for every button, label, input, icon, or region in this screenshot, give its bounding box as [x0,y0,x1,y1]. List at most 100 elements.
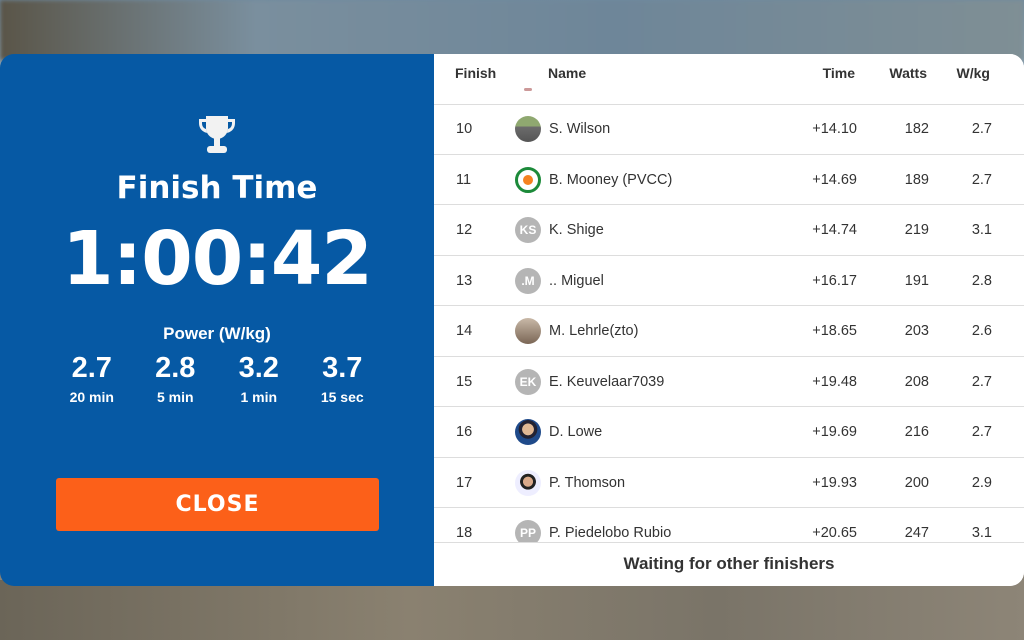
time-gap: +16.17 [812,272,857,289]
avatar-initials: KS [519,223,537,237]
rider-name[interactable]: S. Wilson [549,121,611,137]
power-title: Power (W/kg) [163,324,271,343]
avatar-dot [523,174,533,185]
power-value: 3.2 [238,352,279,384]
watts: 191 [904,272,929,289]
finish-position: 16 [456,424,473,440]
power-duration: 1 min [240,389,278,405]
rider-name[interactable]: D. Lowe [549,424,603,440]
watts: 216 [904,424,929,440]
finish-position: 13 [456,272,473,289]
power-duration: 5 min [156,389,194,405]
rider-name[interactable]: B. Mooney (PVCC) [549,171,673,188]
table-row[interactable]: 14 M. Lehrle(zto) +18.65 203 2.6 [434,306,1024,357]
header-time: Time [822,65,855,81]
power-duration: 20 min [69,389,114,405]
finish-time-title: Finish Time [116,170,318,206]
table-row[interactable]: 16 D. Lowe +19.69 216 2.7 [434,407,1024,458]
results-table: Finish Name Time Watts W/kg 10 S. Wilson +… [434,54,1024,586]
power-value: 2.8 [155,352,196,384]
background-ground [0,580,1024,640]
power-stat: 2.8 5 min [134,352,218,405]
wkg: 2.7 [971,373,992,390]
avatar: PP [515,520,541,542]
time-gap: +14.74 [812,222,857,238]
avatar: KS [515,217,541,243]
wkg: 2.7 [971,171,992,188]
background-scenery [0,0,1024,60]
results-list[interactable]: 10 S. Wilson +14.10 182 2.7 11 B. Mooney (PVCC… [434,104,1024,542]
header-name: Name [548,65,587,81]
wkg: 2.8 [971,272,992,289]
rider-name[interactable]: .. Miguel [549,272,604,289]
power-stat: 3.2 1 min [217,352,301,405]
table-row[interactable]: 17 P. Thomson +19.93 200 2.9 [434,458,1024,508]
avatar-initials: EK [519,374,537,389]
finish-position: 15 [456,373,473,390]
table-row[interactable]: 12 KS K. Shige +14.74 219 3.1 [434,205,1024,256]
close-button[interactable]: CLOSE [56,478,379,531]
avatar-initials: .M [521,273,535,288]
finish-position: 18 [456,525,473,541]
rider-name[interactable]: K. Shige [549,222,604,238]
header-finish: Finish [455,65,497,81]
finish-results-dialog: Finish Time 1:00:42 Power (W/kg) 2.7 20 m… [0,54,1024,586]
time-gap: +19.93 [812,474,857,491]
avatar: EK [515,368,541,395]
table-row[interactable]: 10 S. Wilson +14.10 182 2.7 [434,104,1024,155]
power-stat: 3.7 15 sec [301,352,385,405]
table-row[interactable]: 18 PP P. Piedelobo Rubio +20.65 247 3.1 [434,508,1024,542]
header-wkg: W/kg [956,65,990,81]
rider-name[interactable]: P. Piedelobo Rubio [549,525,672,541]
time-gap: +14.10 [812,121,857,137]
power-duration: 15 sec [320,389,364,405]
wkg: 2.9 [971,474,992,491]
avatar [515,116,541,142]
wkg: 3.1 [971,525,992,541]
avatar [515,469,541,496]
watts: 200 [904,474,929,491]
avatar [515,166,541,193]
previous-row-avatar-edge [524,88,532,91]
finish-position: 10 [456,121,473,137]
wkg: 2.7 [971,121,992,137]
rider-name[interactable]: M. Lehrle(zto) [549,323,639,339]
rider-name[interactable]: P. Thomson [549,474,626,491]
wkg: 2.7 [971,424,992,440]
header-watts: Watts [889,65,927,81]
finish-position: 14 [456,323,473,339]
trophy-icon [199,116,235,153]
table-row[interactable]: 15 EK E. Keuvelaar7039 +19.48 208 2.7 [434,357,1024,407]
wkg: 3.1 [971,222,992,238]
wkg: 2.6 [971,323,992,339]
finish-position: 12 [456,222,473,238]
avatar [515,419,541,445]
time-gap: +19.48 [812,373,857,390]
power-value: 2.7 [71,352,112,384]
finish-position: 17 [456,474,473,491]
avatar: .M [515,267,541,294]
time-gap: +19.69 [812,424,857,440]
watts: 219 [904,222,929,238]
finish-summary-panel: Finish Time 1:00:42 Power (W/kg) 2.7 20 m… [0,54,434,586]
watts: 203 [904,323,929,339]
avatar-initials: PP [519,526,536,540]
power-value: 3.7 [322,352,363,384]
watts: 189 [904,171,929,188]
watts: 247 [904,525,929,541]
table-header: Finish Name Time Watts W/kg [434,54,1024,105]
table-row[interactable]: 13 .M .. Miguel +16.17 191 2.8 [434,256,1024,306]
watts: 208 [904,373,929,390]
table-row[interactable]: 11 B. Mooney (PVCC) +14.69 189 2.7 [434,155,1024,205]
watts: 182 [904,121,929,137]
avatar [515,318,541,344]
waiting-status: Waiting for other finishers [434,542,1024,586]
rider-name[interactable]: E. Keuvelaar7039 [549,373,665,390]
power-stats: 2.7 20 min 2.8 5 min 3.2 1 min 3.7 15 sec [50,352,384,405]
time-gap: +20.65 [812,525,857,541]
power-stat: 2.7 20 min [50,352,134,405]
time-gap: +18.65 [812,323,857,339]
finish-position: 11 [456,171,472,188]
time-gap: +14.69 [812,171,857,188]
finish-time-value: 1:00:42 [62,216,373,302]
